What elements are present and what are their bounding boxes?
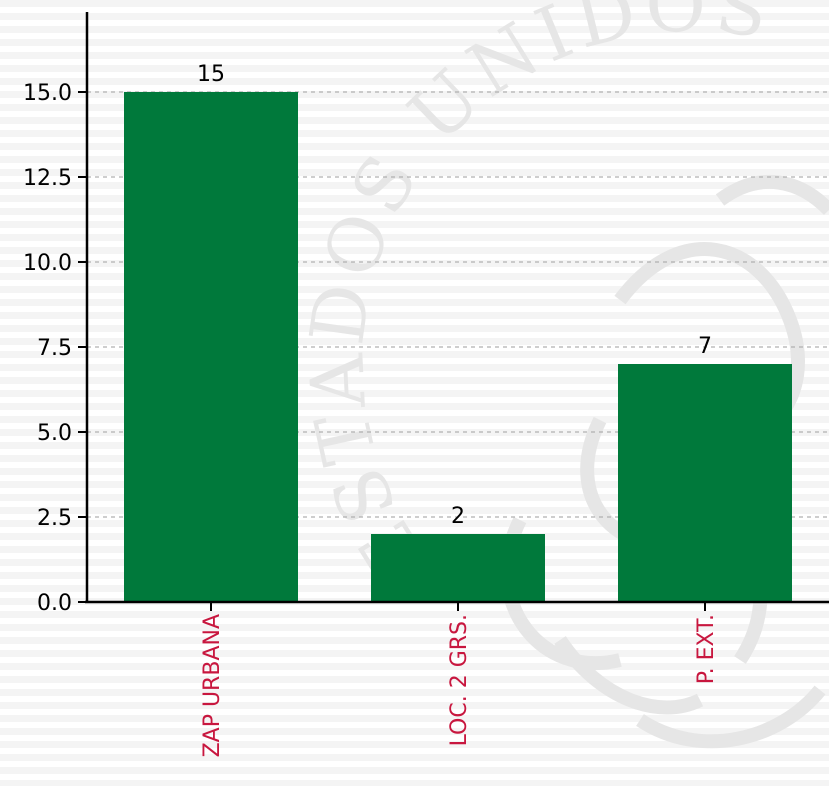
bar — [124, 92, 298, 602]
bar — [618, 364, 792, 602]
bar-value-label: 2 — [451, 504, 465, 529]
y-tick-label: 2.5 — [37, 506, 72, 531]
y-tick-label: 7.5 — [37, 336, 72, 361]
category-label: ZAP URBANA — [200, 614, 225, 757]
category-label: P. EXT. — [694, 614, 719, 684]
bar — [371, 534, 545, 602]
bar-value-label: 15 — [197, 62, 225, 87]
category-label: LOC. 2 GRS. — [447, 614, 472, 746]
y-tick-label: 0.0 — [37, 591, 72, 616]
y-tick-label: 12.5 — [23, 166, 72, 191]
y-tick-label: 15.0 — [23, 81, 72, 106]
y-tick-label: 10.0 — [23, 251, 72, 276]
y-tick-label: 5.0 — [37, 421, 72, 446]
bar-value-label: 7 — [698, 334, 712, 359]
